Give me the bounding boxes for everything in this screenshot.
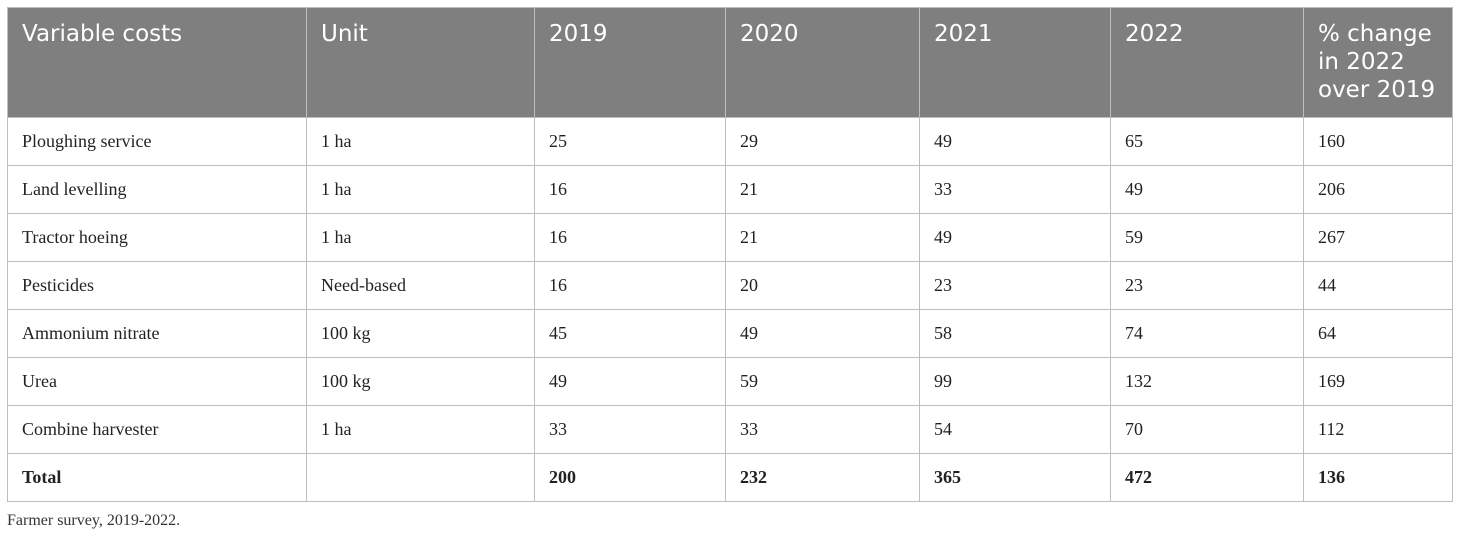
- cell-2020: 33: [725, 405, 920, 454]
- cell-cost-item: Ploughing service: [7, 117, 307, 166]
- cell-2019: 25: [534, 117, 726, 166]
- table-row: Ammonium nitrate 100 kg 45 49 58 74 64: [7, 309, 1453, 358]
- header-2020: 2020: [725, 7, 920, 118]
- cell-2019: 16: [534, 213, 726, 262]
- cell-2020: 21: [725, 165, 920, 214]
- table-row: Combine harvester 1 ha 33 33 54 70 112: [7, 405, 1453, 454]
- header-unit: Unit: [306, 7, 535, 118]
- cell-2022: 23: [1110, 261, 1304, 310]
- cost-table-container: Variable costs Unit 2019 2020 2021 2022 …: [7, 7, 1453, 502]
- cell-unit: 1 ha: [306, 117, 535, 166]
- cell-cost-item: Tractor hoeing: [7, 213, 307, 262]
- cell-2019: 33: [534, 405, 726, 454]
- cell-2021: 58: [919, 309, 1111, 358]
- cell-2019: 45: [534, 309, 726, 358]
- cell-unit: 100 kg: [306, 309, 535, 358]
- cell-unit: 100 kg: [306, 357, 535, 406]
- cell-2021: 33: [919, 165, 1111, 214]
- header-2019: 2019: [534, 7, 726, 118]
- table-row: Pesticides Need-based 16 20 23 23 44: [7, 261, 1453, 310]
- header-percent-change: % change in 2022 over 2019: [1303, 7, 1453, 118]
- cell-2022: 132: [1110, 357, 1304, 406]
- cell-cost-item: Urea: [7, 357, 307, 406]
- total-2021: 365: [919, 453, 1111, 502]
- cell-cost-item: Land levelling: [7, 165, 307, 214]
- total-unit: [306, 453, 535, 502]
- cell-percent-change: 112: [1303, 405, 1453, 454]
- header-row: Variable costs Unit 2019 2020 2021 2022 …: [7, 7, 1453, 118]
- cell-2020: 29: [725, 117, 920, 166]
- cell-2020: 59: [725, 357, 920, 406]
- cell-2022: 70: [1110, 405, 1304, 454]
- cell-unit: Need-based: [306, 261, 535, 310]
- cell-percent-change: 206: [1303, 165, 1453, 214]
- total-percent-change: 136: [1303, 453, 1453, 502]
- cell-2022: 65: [1110, 117, 1304, 166]
- cell-cost-item: Pesticides: [7, 261, 307, 310]
- cell-unit: 1 ha: [306, 165, 535, 214]
- cell-2019: 49: [534, 357, 726, 406]
- cell-2022: 59: [1110, 213, 1304, 262]
- cell-cost-item: Ammonium nitrate: [7, 309, 307, 358]
- total-2019: 200: [534, 453, 726, 502]
- cell-percent-change: 267: [1303, 213, 1453, 262]
- table-row: Land levelling 1 ha 16 21 33 49 206: [7, 165, 1453, 214]
- cell-cost-item: Combine harvester: [7, 405, 307, 454]
- cell-2019: 16: [534, 165, 726, 214]
- cell-percent-change: 64: [1303, 309, 1453, 358]
- header-2021: 2021: [919, 7, 1111, 118]
- total-label: Total: [7, 453, 307, 502]
- total-row: Total 200 232 365 472 136: [7, 453, 1453, 502]
- variable-costs-table: Variable costs Unit 2019 2020 2021 2022 …: [7, 7, 1453, 502]
- table-row: Tractor hoeing 1 ha 16 21 49 59 267: [7, 213, 1453, 262]
- cell-2021: 99: [919, 357, 1111, 406]
- cell-2019: 16: [534, 261, 726, 310]
- cell-percent-change: 160: [1303, 117, 1453, 166]
- table-row: Urea 100 kg 49 59 99 132 169: [7, 357, 1453, 406]
- cell-percent-change: 44: [1303, 261, 1453, 310]
- cell-2022: 49: [1110, 165, 1304, 214]
- cell-2021: 23: [919, 261, 1111, 310]
- cell-2020: 20: [725, 261, 920, 310]
- table-footnote: Farmer survey, 2019-2022.: [7, 512, 181, 529]
- header-2022: 2022: [1110, 7, 1304, 118]
- cell-2020: 21: [725, 213, 920, 262]
- cell-percent-change: 169: [1303, 357, 1453, 406]
- table-row: Ploughing service 1 ha 25 29 49 65 160: [7, 117, 1453, 166]
- total-2020: 232: [725, 453, 920, 502]
- cell-unit: 1 ha: [306, 213, 535, 262]
- header-variable-costs: Variable costs: [7, 7, 307, 118]
- cell-2022: 74: [1110, 309, 1304, 358]
- cell-unit: 1 ha: [306, 405, 535, 454]
- cell-2021: 49: [919, 117, 1111, 166]
- cell-2021: 54: [919, 405, 1111, 454]
- total-2022: 472: [1110, 453, 1304, 502]
- cell-2020: 49: [725, 309, 920, 358]
- cell-2021: 49: [919, 213, 1111, 262]
